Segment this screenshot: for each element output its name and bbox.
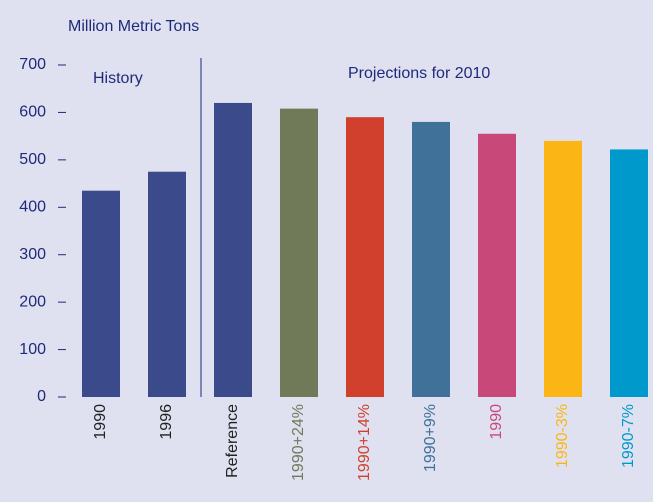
bar bbox=[478, 133, 516, 397]
y-axis-label: Million Metric Tons bbox=[68, 18, 199, 35]
x-tick-label: 1990 bbox=[488, 404, 505, 440]
y-tick-label: 500 bbox=[19, 151, 46, 168]
y-tick-label: 300 bbox=[19, 246, 46, 263]
bar bbox=[214, 102, 252, 397]
x-tick-label: 1990-3% bbox=[554, 404, 571, 468]
y-tick-label: 0 bbox=[37, 388, 46, 405]
projections-label: Projections for 2010 bbox=[348, 65, 490, 82]
x-tick-label: 1990+24% bbox=[290, 404, 307, 481]
y-tick-label: 400 bbox=[19, 199, 46, 216]
x-tick-label: 1990 bbox=[92, 404, 109, 440]
y-tick-label: 100 bbox=[19, 341, 46, 358]
bar bbox=[610, 149, 648, 397]
history-label: History bbox=[93, 70, 143, 87]
x-tick-label: 1990+14% bbox=[356, 404, 373, 481]
bar bbox=[280, 108, 318, 398]
x-tick-label: 1990+9% bbox=[422, 404, 439, 472]
y-tick-label: 200 bbox=[19, 293, 46, 310]
y-tick-label: 700 bbox=[19, 56, 46, 73]
y-tick-label: 600 bbox=[19, 104, 46, 121]
bar bbox=[346, 117, 384, 398]
x-tick-label: 1990-7% bbox=[620, 404, 637, 468]
bar bbox=[148, 171, 186, 397]
bar bbox=[544, 140, 582, 397]
bar bbox=[412, 121, 450, 398]
bar bbox=[82, 190, 120, 397]
x-tick-label: 1996 bbox=[158, 404, 175, 440]
x-tick-label: Reference bbox=[224, 404, 241, 478]
